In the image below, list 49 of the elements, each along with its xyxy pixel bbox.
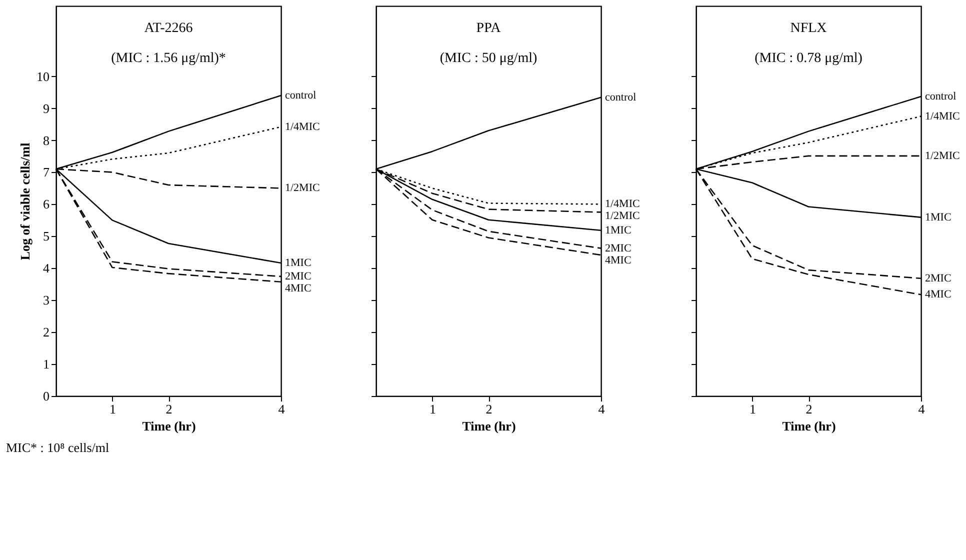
y-tick-label: 4 — [43, 260, 50, 276]
series-label: 1MIC — [925, 211, 952, 224]
series-label: 1MIC — [605, 224, 632, 236]
y-tick-label: 0 — [43, 388, 50, 404]
series-label: control — [605, 91, 636, 104]
series-label: 1/4MIC — [925, 110, 960, 122]
text: MIC* : 10⁸ cells/ml — [6, 440, 110, 455]
y-tick-label: 2 — [43, 324, 50, 340]
series-label: 2MIC — [285, 270, 312, 282]
text: (MIC : 1.56 μg/ml)* — [111, 51, 226, 66]
x-tick-label: 1 — [110, 402, 116, 416]
series-label: 1/2MIC — [285, 182, 320, 194]
x-tick-label: 2 — [806, 402, 812, 416]
y-tick-label: 6 — [43, 196, 50, 212]
text: AT-2266 — [144, 21, 193, 36]
series-label: 2MIC — [605, 242, 632, 254]
series-label: 1/2MIC — [605, 210, 640, 222]
x-tick-label: 1 — [750, 402, 756, 416]
series-label: 4MIC — [925, 288, 952, 301]
series-label: control — [285, 90, 316, 102]
x-tick-label: 4 — [598, 402, 606, 416]
series-label: 1/4MIC — [605, 198, 640, 210]
y-tick-label: 1 — [43, 356, 50, 372]
x-tick-label: 1 — [430, 402, 436, 416]
y-tick-label: 7 — [43, 164, 50, 180]
x-axis-title: Time (hr) — [462, 418, 516, 434]
series-label: 1/2MIC — [925, 150, 960, 162]
x-tick-label: 2 — [486, 402, 492, 416]
x-tick-label: 4 — [278, 402, 286, 416]
x-axis-title: Time (hr) — [142, 418, 196, 434]
y-axis-title: Log of viable cells/ml — [18, 142, 32, 260]
y-tick-label: 9 — [43, 100, 50, 116]
series-label: 4MIC — [605, 254, 632, 266]
series-label: 1MIC — [285, 257, 312, 270]
y-tick-label: 5 — [43, 228, 50, 244]
y-tick-label: 8 — [43, 132, 50, 148]
series-label: 1/4MIC — [285, 120, 320, 133]
x-tick-label: 4 — [918, 402, 926, 416]
series-label: control — [925, 90, 956, 102]
text: PPA — [476, 21, 502, 36]
text: (MIC : 0.78 μg/ml) — [754, 51, 863, 66]
x-tick-label: 2 — [166, 402, 172, 416]
series-label: 2MIC — [925, 272, 952, 284]
x-axis-title: Time (hr) — [782, 418, 836, 434]
text: NFLX — [790, 21, 827, 36]
y-tick-label: 3 — [43, 292, 50, 308]
y-tick-label: 10 — [36, 68, 50, 84]
text: (MIC : 50 μg/ml) — [440, 51, 538, 66]
series-label: 4MIC — [285, 282, 312, 294]
